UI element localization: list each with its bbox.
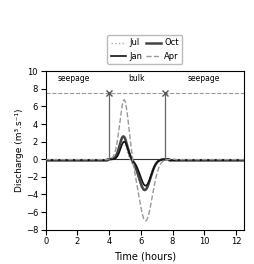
Text: seepage: seepage xyxy=(58,74,90,83)
Y-axis label: Discharge (m³.s⁻¹): Discharge (m³.s⁻¹) xyxy=(15,109,24,192)
Text: bulk: bulk xyxy=(128,74,144,83)
Legend: Jul, Jan, Oct, Apr: Jul, Jan, Oct, Apr xyxy=(107,35,182,64)
X-axis label: Time (hours): Time (hours) xyxy=(114,252,176,262)
Text: seepage: seepage xyxy=(188,74,220,83)
